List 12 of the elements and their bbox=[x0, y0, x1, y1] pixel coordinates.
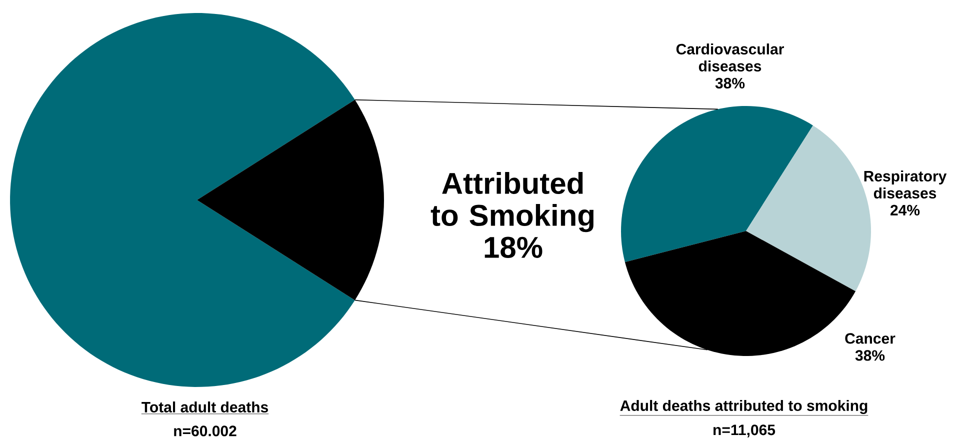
slice-label: Attributed to Smoking bbox=[430, 172, 594, 232]
text: Total adult deaths bbox=[142, 401, 268, 412]
text: n=60.002 bbox=[174, 426, 236, 436]
data-label: 38% bbox=[855, 350, 885, 361]
data-label: 24% bbox=[890, 204, 920, 216]
slice-label: Respiratory diseases bbox=[864, 170, 947, 199]
slice-label: Cardiovascular diseases bbox=[676, 43, 784, 72]
data-label: 18% bbox=[484, 236, 542, 258]
data-label: 38% bbox=[715, 78, 745, 89]
text: Adult deaths attributed to smoking bbox=[620, 400, 868, 414]
slice-label: Cancer bbox=[845, 333, 896, 344]
text: n=11,065 bbox=[714, 424, 776, 438]
